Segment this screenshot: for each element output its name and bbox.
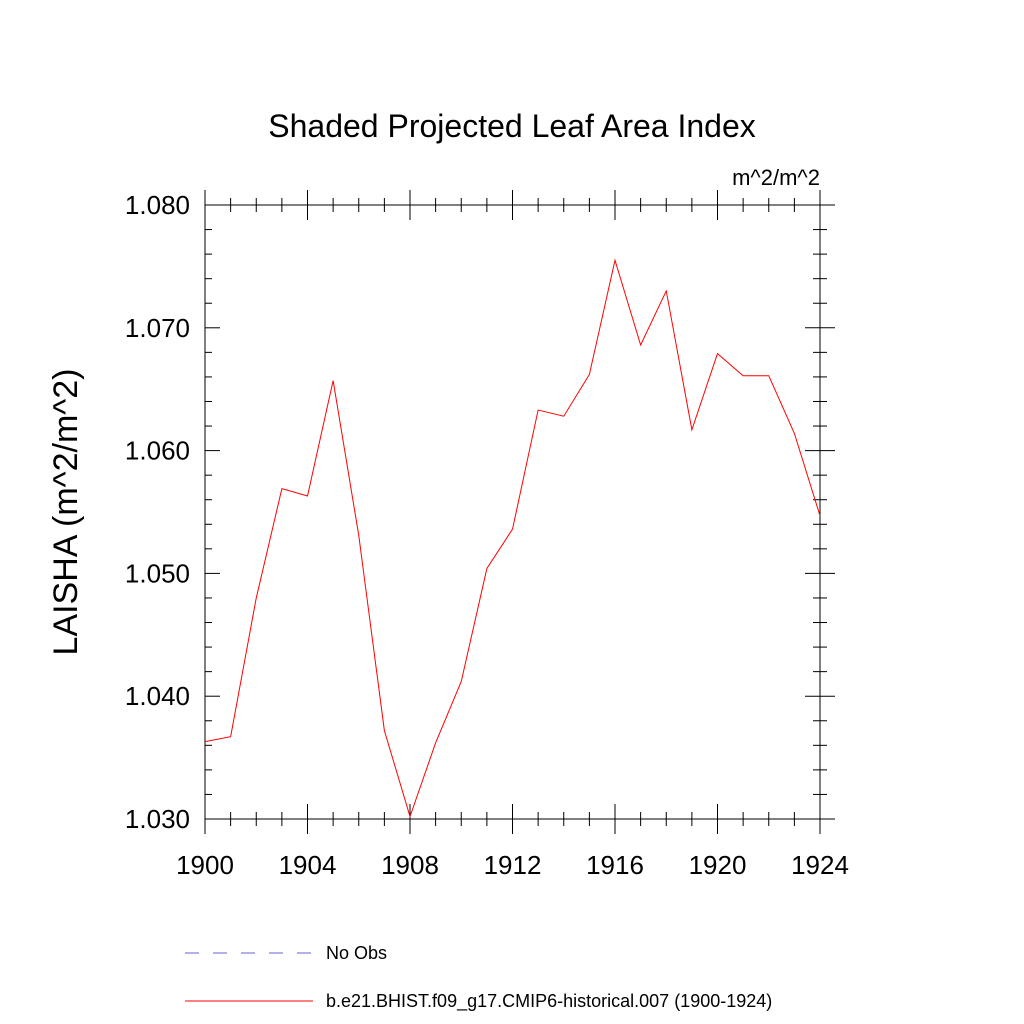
x-tick-label: 1900 <box>176 850 234 880</box>
x-tick-label: 1920 <box>689 850 747 880</box>
chart-title: Shaded Projected Leaf Area Index <box>268 108 755 144</box>
legend: No Obs b.e21.BHIST.f09_g17.CMIP6-histori… <box>185 943 772 1012</box>
plot-frame <box>204 204 821 820</box>
y-tick-label: 1.080 <box>125 190 190 220</box>
x-tick-label: 1912 <box>484 850 542 880</box>
x-tick-label: 1916 <box>586 850 644 880</box>
y-axis-label: LAISHA (m^2/m^2) <box>47 369 85 656</box>
series-line <box>204 258 821 819</box>
units-label: m^2/m^2 <box>732 165 820 190</box>
x-tick-label: 1908 <box>381 850 439 880</box>
legend-label-no-obs: No Obs <box>326 943 387 963</box>
legend-label-historical: b.e21.BHIST.f09_g17.CMIP6-historical.007… <box>326 991 772 1012</box>
y-tick-label: 1.030 <box>125 804 190 834</box>
x-tick-label: 1924 <box>791 850 849 880</box>
series-lines <box>204 258 821 819</box>
axis-ticks <box>204 190 835 834</box>
y-tick-label: 1.040 <box>125 681 190 711</box>
x-tick-label: 1904 <box>279 850 337 880</box>
y-tick-label: 1.050 <box>125 558 190 588</box>
tick-labels: 1900 1904 1908 1912 1916 1920 1924 1.030 1.040 1.… <box>125 190 849 880</box>
y-tick-label: 1.060 <box>125 436 190 466</box>
y-tick-label: 1.070 <box>125 313 190 343</box>
